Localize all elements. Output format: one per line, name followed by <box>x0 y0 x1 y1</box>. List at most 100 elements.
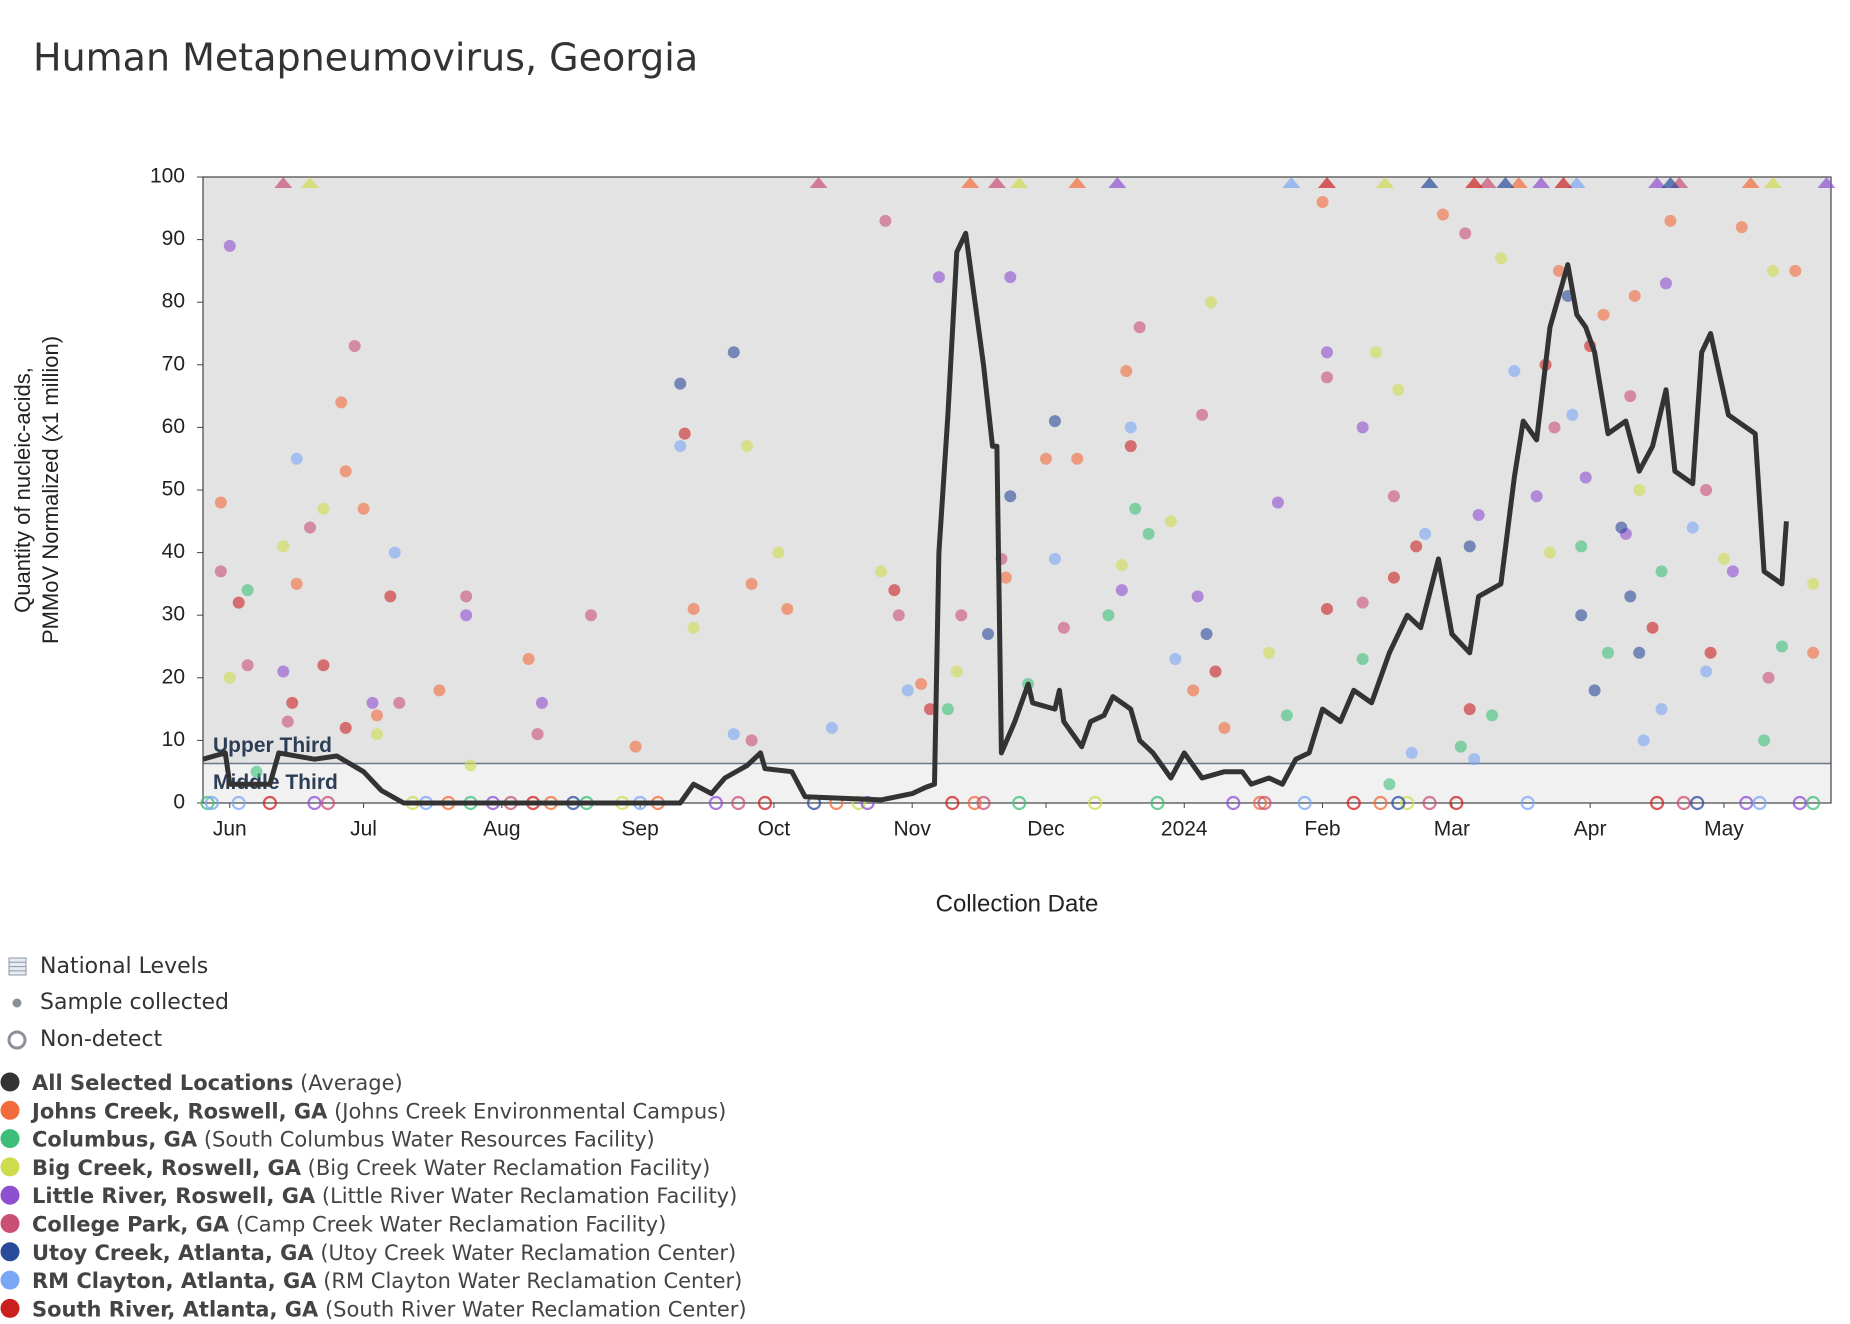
sample-point <box>1468 753 1481 766</box>
above-range <box>1554 177 1573 188</box>
non-detect <box>200 795 215 811</box>
sample-point <box>915 678 928 691</box>
sample-point <box>1120 365 1133 378</box>
legend-entry: Utoy Creek, Atlanta, GA (Utoy Creek Wate… <box>32 1241 736 1265</box>
legend-facility: (Camp Creek Water Reclamation Facility) <box>236 1213 666 1237</box>
y-tick-label: 0 <box>173 791 185 814</box>
sample-point <box>1218 721 1231 734</box>
sample-point <box>1637 734 1650 747</box>
sample-point <box>1633 484 1646 496</box>
sample-point <box>1575 609 1588 622</box>
sample-point <box>223 239 236 252</box>
above-range <box>1465 177 1484 188</box>
sample-point <box>1463 540 1476 553</box>
sample-point <box>1700 484 1713 496</box>
y-tick-label: 30 <box>162 603 185 626</box>
sample-point <box>1579 471 1592 484</box>
sample-point <box>1387 490 1400 503</box>
sample-point <box>1624 590 1637 603</box>
sample-point <box>1133 321 1146 334</box>
legend-name: Columbus, GA <box>32 1128 198 1152</box>
legend-entry: RM Clayton, Atlanta, GA (RM Clayton Wate… <box>32 1269 742 1293</box>
sample-point <box>286 696 299 709</box>
sample-point <box>464 759 477 772</box>
sample-point <box>772 546 785 559</box>
sample-point <box>999 571 1012 584</box>
sample-point <box>1115 584 1128 597</box>
sample-point <box>370 709 383 722</box>
legend-facility: (Average) <box>300 1071 403 1095</box>
sample-point <box>223 671 236 684</box>
sample-point <box>1552 264 1565 277</box>
above-range <box>961 177 980 188</box>
sample-point <box>1124 440 1137 453</box>
sample-point <box>1370 346 1383 359</box>
sample-point <box>1356 653 1369 666</box>
x-tick-label: Mar <box>1434 818 1470 841</box>
y-tick-label: 100 <box>150 165 185 188</box>
sample-point <box>1775 640 1788 653</box>
sample-point <box>1320 371 1333 384</box>
non-detect <box>307 795 322 811</box>
legend-symbol <box>7 1030 27 1050</box>
legend-entry: Columbus, GA (South Columbus Water Resou… <box>32 1128 655 1152</box>
sample-point <box>1615 521 1628 534</box>
x-tick-label: Oct <box>758 818 791 841</box>
legend-name: South River, Atlanta, GA <box>32 1297 319 1321</box>
x-tick-label: May <box>1704 818 1744 841</box>
sample-point <box>745 577 758 590</box>
sample-point <box>1280 709 1293 722</box>
x-tick-label: Jun <box>213 818 247 841</box>
sample-point <box>1704 646 1717 659</box>
sample-point <box>1646 621 1659 634</box>
sample-point <box>629 740 642 753</box>
y-tick-label: 10 <box>162 728 185 751</box>
legend-name: Utoy Creek, Atlanta, GA <box>32 1241 314 1265</box>
sample-point <box>1129 502 1142 515</box>
sample-point <box>290 577 303 590</box>
legend-name: Johns Creek, Roswell, GA <box>30 1099 328 1123</box>
sample-point <box>1717 552 1730 565</box>
sample-point <box>674 440 687 453</box>
sample-point <box>1597 308 1610 321</box>
above-range <box>1764 177 1783 188</box>
sample-point <box>304 521 317 534</box>
above-range <box>1648 177 1667 188</box>
sample-point <box>941 703 954 716</box>
y-tick-label: 80 <box>162 290 185 313</box>
above-range <box>1741 177 1760 188</box>
y-tick-label: 50 <box>162 478 185 501</box>
non-detect <box>1012 795 1027 811</box>
legend-marker <box>0 1129 20 1149</box>
legend-name: Little River, Roswell, GA <box>32 1184 316 1208</box>
sample-point <box>1530 490 1543 503</box>
sample-point <box>892 609 905 622</box>
non-detect <box>1449 795 1464 811</box>
sample-point <box>1320 602 1333 615</box>
legend-marker <box>0 1185 20 1205</box>
legend-entry: Big Creek, Roswell, GA (Big Creek Water … <box>32 1156 710 1180</box>
sample-point <box>1655 565 1668 578</box>
sample-point <box>888 584 901 597</box>
non-detect <box>1422 795 1437 811</box>
sample-point <box>433 684 446 697</box>
sample-point <box>241 659 254 672</box>
sample-point <box>1807 646 1820 659</box>
sample-point <box>874 565 887 578</box>
x-tick-label: Apr <box>1574 818 1607 841</box>
legend-label: National Levels <box>40 954 208 979</box>
sample-point <box>585 609 598 622</box>
sample-point <box>1575 540 1588 553</box>
above-range <box>1375 177 1394 188</box>
sample-point <box>290 452 303 465</box>
non-detect <box>1297 795 1312 811</box>
sample-point <box>1102 609 1115 622</box>
y-tick-label: 90 <box>162 227 185 250</box>
legend-entry: Johns Creek, Roswell, GA (Johns Creek En… <box>30 1099 726 1123</box>
sample-point <box>950 665 963 678</box>
non-detect <box>708 795 724 811</box>
non-detect <box>757 795 773 811</box>
sample-point <box>1263 646 1276 659</box>
x-tick-label: 2024 <box>1161 818 1208 841</box>
average-line <box>202 230 1789 806</box>
